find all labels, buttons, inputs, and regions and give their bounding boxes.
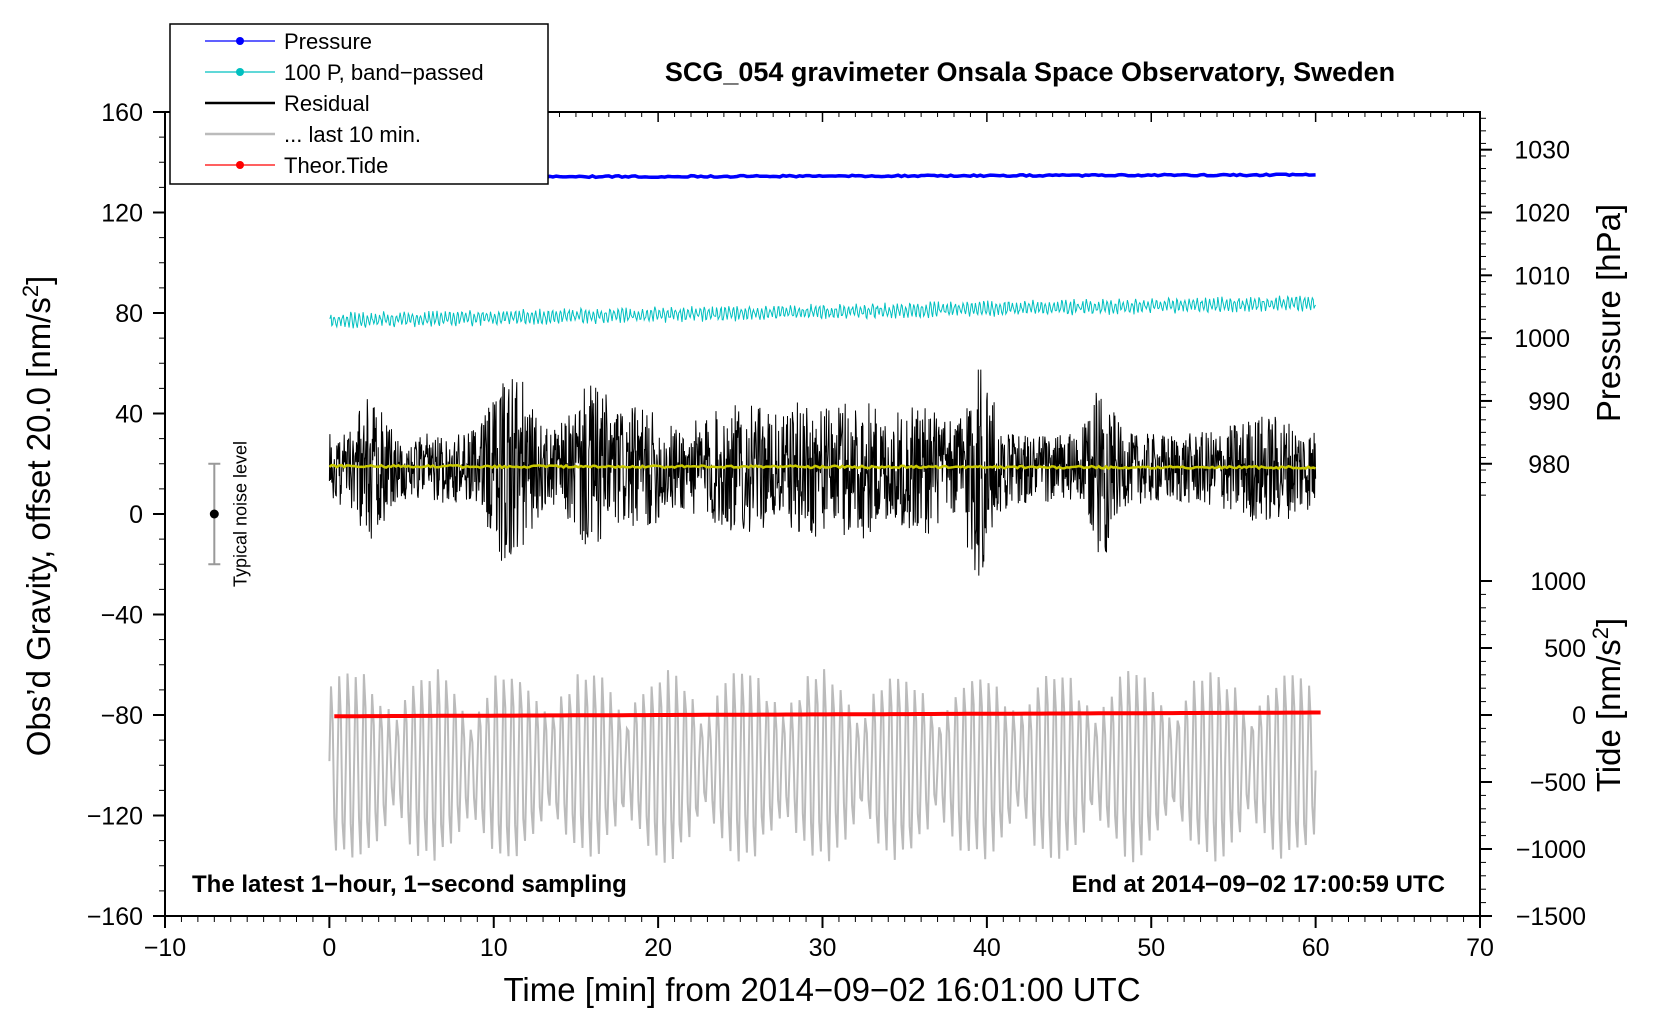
series-layer <box>328 172 1321 863</box>
legend-label: Theor.Tide <box>284 153 388 178</box>
legend-marker <box>236 68 244 76</box>
x-tick-label: 0 <box>322 934 336 962</box>
annotation-left: The latest 1−hour, 1−second sampling <box>192 871 627 898</box>
y-tick-label: 120 <box>101 200 143 228</box>
tide-tick-label: −1500 <box>1516 903 1586 931</box>
y-tick-label: −160 <box>87 903 143 931</box>
series-residual <box>328 369 1317 576</box>
pressure-tick-label: 1000 <box>1514 325 1570 353</box>
x-tick-label: 50 <box>1137 934 1165 962</box>
pressure-tick-label: 1020 <box>1514 200 1570 228</box>
pressure-tick-label: 1010 <box>1514 262 1570 290</box>
x-axis-label: Time [min] from 2014−09−02 16:01:00 UTC <box>503 971 1140 1008</box>
y-tick-label: −120 <box>87 803 143 831</box>
tide-tick-label: −500 <box>1530 769 1586 797</box>
tide-tick-label: 1000 <box>1530 568 1586 596</box>
legend-label: ... last 10 min. <box>284 122 421 147</box>
legend-marker <box>236 161 244 169</box>
tide-tick-label: 500 <box>1544 635 1586 663</box>
series--last-10-min- <box>328 669 1317 863</box>
tide-tick-label: −1000 <box>1516 836 1586 864</box>
y-axis-label-main: Obs’d Gravity, offset 20.0 [nm/s <box>20 297 57 756</box>
legend-label: 100 P, band−passed <box>284 60 484 85</box>
y-tick-label: 40 <box>115 401 143 429</box>
legend: Pressure 100 P, band−passed Residual ... la… <box>169 23 549 185</box>
y-axis-label-sup: 2 <box>18 285 43 297</box>
pressure-tick-label: 990 <box>1528 388 1570 416</box>
y-axis-label: Obs’d Gravity, offset 20.0 [nm/s2] <box>18 276 57 757</box>
tide-axis-label-sup: 2 <box>1588 627 1613 639</box>
noise-level-indicator: Typical noise level <box>208 441 250 587</box>
ticks-layer: −10 0 10 20 30 40 50 60 70−160−120−80−4004080120… <box>87 99 1586 962</box>
chart-title: SCG_054 gravimeter Onsala Space Observat… <box>665 57 1395 87</box>
x-tick-label: 10 <box>480 934 508 962</box>
pressure-tick-label: 1030 <box>1514 137 1570 165</box>
y-tick-label: 160 <box>101 99 143 127</box>
x-tick-label: 60 <box>1302 934 1330 962</box>
legend-label: Residual <box>284 91 370 116</box>
y-axis-label-close: ] <box>20 276 57 285</box>
pressure-tick-label: 980 <box>1528 451 1570 479</box>
noise-dot <box>209 509 219 519</box>
noise-label: Typical noise level <box>230 441 250 587</box>
tide-axis-label-close: ] <box>1590 618 1627 627</box>
series-smoothed-residual <box>328 463 1316 471</box>
x-tick-label: 40 <box>973 934 1001 962</box>
series-theor-tide <box>334 710 1321 719</box>
y-tick-label: 80 <box>115 300 143 328</box>
y-tick-label: 0 <box>129 501 143 529</box>
x-tick-label: 20 <box>644 934 672 962</box>
series-100-p-band-passed <box>329 294 1317 329</box>
tide-axis-label: Tide [nm/s2] <box>1588 618 1627 792</box>
x-tick-label: 30 <box>809 934 837 962</box>
y-tick-label: −80 <box>101 702 143 730</box>
y-tick-label: −40 <box>101 602 143 630</box>
tide-axis-label-main: Tide [nm/s <box>1590 639 1627 792</box>
tide-tick-label: 0 <box>1572 702 1586 730</box>
legend-marker <box>236 37 244 45</box>
legend-label: Pressure <box>284 29 372 54</box>
x-tick-label: 70 <box>1466 934 1494 962</box>
pressure-axis-label: Pressure [hPa] <box>1590 204 1627 422</box>
annotation-right: End at 2014−09−02 17:00:59 UTC <box>1071 871 1445 898</box>
x-tick-label: −10 <box>144 934 186 962</box>
